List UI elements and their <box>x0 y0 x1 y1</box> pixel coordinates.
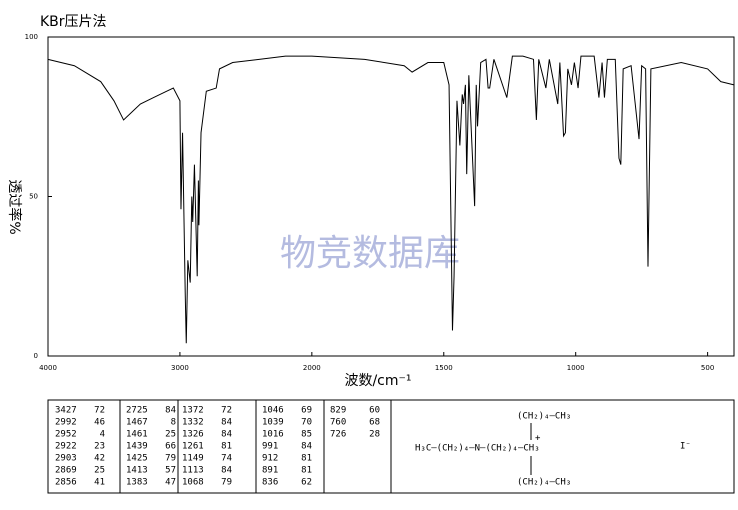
peak-wavenumber: 2903 <box>55 454 77 464</box>
plot-frame <box>47 36 735 357</box>
peak-wavenumber: 1467 <box>126 418 148 428</box>
x-tick-label: 1500 <box>435 364 453 372</box>
watermark: 物竞数据库 <box>280 233 460 274</box>
peak-wavenumber: 829 <box>330 406 346 416</box>
peak-transmittance: 42 <box>94 454 105 464</box>
structure-bottom: (CH₂)₄—CH₃ <box>517 478 571 488</box>
structure-top: (CH₂)₄—CH₃ <box>517 412 571 422</box>
peak-transmittance: 25 <box>94 466 105 476</box>
y-tick-label: 100 <box>25 33 38 41</box>
peak-transmittance: 84 <box>165 406 176 416</box>
peak-transmittance: 72 <box>221 406 232 416</box>
peak-transmittance: 62 <box>301 478 312 488</box>
x-tick-label: 1000 <box>567 364 585 372</box>
peak-transmittance: 28 <box>369 430 380 440</box>
peak-wavenumber: 1461 <box>126 430 148 440</box>
peak-wavenumber: 1332 <box>182 418 204 428</box>
peak-wavenumber: 1439 <box>126 442 148 452</box>
peak-transmittance: 74 <box>221 454 232 464</box>
peak-wavenumber: 891 <box>262 466 278 476</box>
peak-transmittance: 23 <box>94 442 105 452</box>
peak-transmittance: 68 <box>369 418 380 428</box>
peak-transmittance: 72 <box>94 406 105 416</box>
peak-wavenumber: 991 <box>262 442 278 452</box>
peak-transmittance: 57 <box>165 466 176 476</box>
peak-wavenumber: 2992 <box>55 418 77 428</box>
structure-middle: H₃C—(CH₂)₄—N—(CH₂)₄—CH₃ <box>415 444 540 454</box>
peak-transmittance: 84 <box>301 442 312 452</box>
x-axis-label: 波数/cm⁻¹ <box>344 373 411 389</box>
peak-wavenumber: 760 <box>330 418 346 428</box>
structure-charge: + <box>535 434 541 444</box>
peak-transmittance: 70 <box>301 418 312 428</box>
peak-wavenumber: 1413 <box>126 466 148 476</box>
peak-wavenumber: 1039 <box>262 418 284 428</box>
peak-transmittance: 8 <box>171 418 176 428</box>
peak-wavenumber: 2869 <box>55 466 77 476</box>
x-tick-label: 4000 <box>39 364 57 372</box>
peak-wavenumber: 912 <box>262 454 278 464</box>
spectrum-line <box>47 55 735 344</box>
y-tick-label: 50 <box>29 193 38 201</box>
peak-transmittance: 4 <box>100 430 105 440</box>
peak-wavenumber: 2856 <box>55 478 77 488</box>
peak-transmittance: 85 <box>301 430 312 440</box>
peak-wavenumber: 1149 <box>182 454 204 464</box>
peak-transmittance: 66 <box>165 442 176 452</box>
peak-transmittance: 79 <box>165 454 176 464</box>
peak-wavenumber: 1372 <box>182 406 204 416</box>
peak-transmittance: 69 <box>301 406 312 416</box>
peak-transmittance: 46 <box>94 418 105 428</box>
peak-transmittance: 79 <box>221 478 232 488</box>
peak-wavenumber: 2922 <box>55 442 77 452</box>
chart-title: KBr压片法 <box>40 14 107 30</box>
peak-wavenumber: 1046 <box>262 406 284 416</box>
peak-transmittance: 84 <box>221 430 232 440</box>
peak-transmittance: 41 <box>94 478 105 488</box>
peak-wavenumber: 1261 <box>182 442 204 452</box>
peak-wavenumber: 1425 <box>126 454 148 464</box>
peak-transmittance: 84 <box>221 418 232 428</box>
peak-wavenumber: 726 <box>330 430 346 440</box>
x-tick-label: 2000 <box>303 364 321 372</box>
x-tick-label: 3000 <box>171 364 189 372</box>
peak-transmittance: 81 <box>301 466 312 476</box>
peak-wavenumber: 2725 <box>126 406 148 416</box>
peak-transmittance: 60 <box>369 406 380 416</box>
y-tick-label: 0 <box>34 352 38 360</box>
peak-wavenumber: 3427 <box>55 406 77 416</box>
peak-wavenumber: 1383 <box>126 478 148 488</box>
peak-wavenumber: 836 <box>262 478 278 488</box>
peak-transmittance: 84 <box>221 466 232 476</box>
y-axis-label: 透过率% <box>6 179 23 234</box>
peak-transmittance: 47 <box>165 478 176 488</box>
peak-wavenumber: 1068 <box>182 478 204 488</box>
peak-wavenumber: 1016 <box>262 430 284 440</box>
peak-transmittance: 81 <box>301 454 312 464</box>
peak-wavenumber: 2952 <box>55 430 77 440</box>
peak-wavenumber: 1113 <box>182 466 204 476</box>
peak-transmittance: 81 <box>221 442 232 452</box>
peak-transmittance: 25 <box>165 430 176 440</box>
x-tick-label: 500 <box>701 364 714 372</box>
structure-anion: I⁻ <box>680 442 691 452</box>
peak-wavenumber: 1326 <box>182 430 204 440</box>
